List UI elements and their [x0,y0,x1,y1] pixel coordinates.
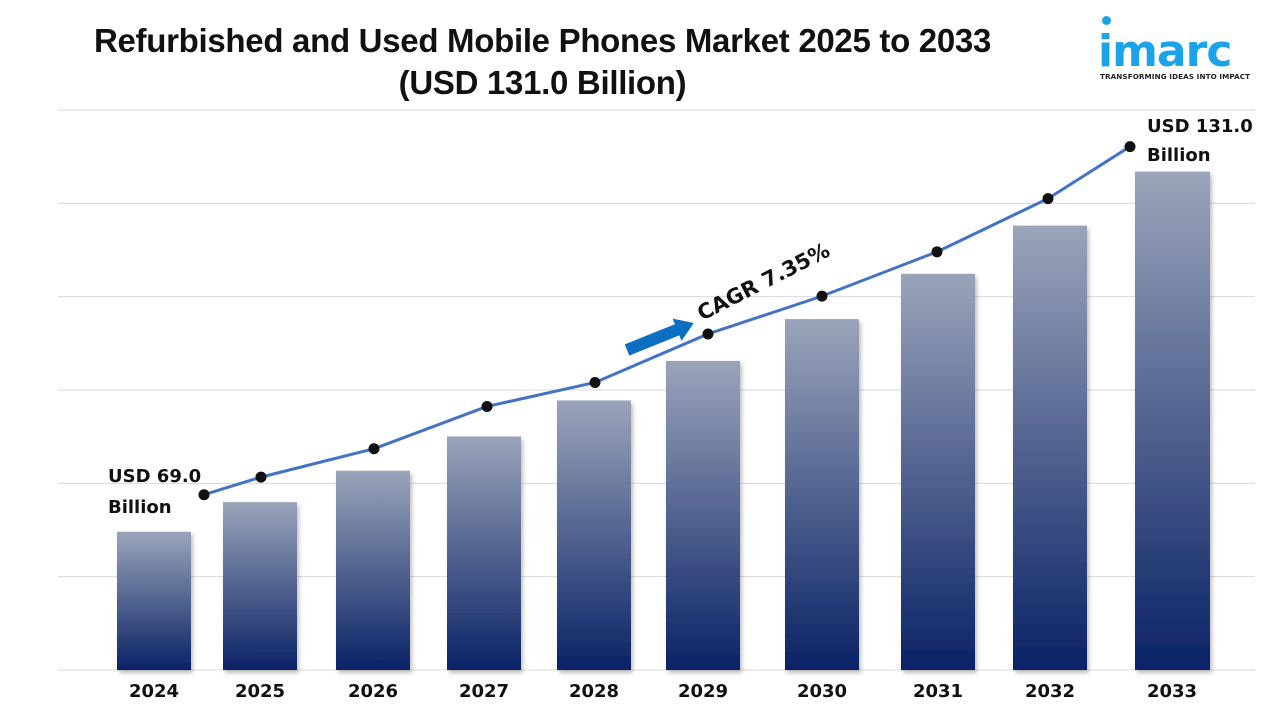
trend-point-2024 [198,489,210,501]
trend-point-2025 [255,471,267,483]
x-tick-label: 2025 [235,681,285,702]
trend-point-2028 [589,376,601,388]
trend-point-2033 [1124,141,1136,153]
start-value-label-line1: USD 69.0 [108,466,201,487]
trend-point-2027 [481,400,493,412]
trend-point-2026 [368,443,380,455]
chart-title-line2: (USD 131.0 Billion) [398,64,687,101]
logo-tagline: TRANSFORMING IDEAS INTO IMPACT [1100,72,1251,81]
x-tick-label: 2031 [913,681,963,702]
bar-2027 [447,436,521,670]
start-value-label-line2: Billion [108,497,172,518]
imarc-logo: imarc TRANSFORMING IDEAS INTO IMPACT [1098,14,1258,84]
bar-2025 [223,502,297,670]
bars [117,171,1210,670]
x-tick-label: 2033 [1147,681,1197,702]
trend-point-2030 [816,290,828,302]
logo-wordmark: imarc [1098,26,1232,77]
x-tick-label: 2028 [569,681,619,702]
bar-2029 [666,360,740,670]
end-value-label-line2: Billion [1147,145,1211,166]
x-tick-label: 2029 [678,681,728,702]
trend-line-group [198,141,1136,501]
cagr-arrow-icon [624,318,694,356]
trend-point-2031 [931,246,943,258]
trend-point-2032 [1042,193,1054,205]
x-tick-label: 2026 [348,681,398,702]
x-tick-label: 2030 [797,681,847,702]
bar-2031 [901,273,975,670]
end-value-label-line1: USD 131.0 [1147,116,1253,137]
x-axis-labels: 2024 2025 2026 2027 2028 2029 2030 2031 2032 2033 [129,681,1197,702]
bar-2026 [336,470,410,670]
trend-line [203,145,1131,497]
logo-dot-icon [1102,16,1111,25]
chart-title-line1: Refurbished and Used Mobile Phones Marke… [93,22,992,59]
x-tick-label: 2032 [1025,681,1075,702]
x-tick-label: 2027 [459,681,509,702]
trend-point-2029 [702,328,714,340]
bar-2033 [1135,171,1210,670]
cagr-label: CAGR 7.35% [693,238,833,325]
bar-2024 [117,531,191,670]
bar-2030 [785,319,859,670]
bar-2028 [557,400,631,670]
x-tick-label: 2024 [129,681,179,702]
chart-title: Refurbished and Used Mobile Phones Marke… [0,20,1085,104]
bar-2032 [1013,225,1087,670]
